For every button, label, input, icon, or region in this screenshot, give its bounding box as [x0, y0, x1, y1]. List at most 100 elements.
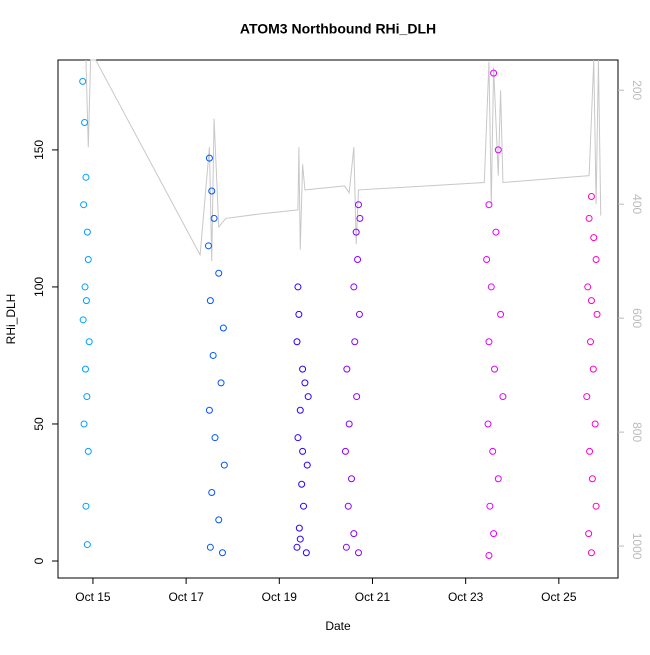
- point: [585, 530, 593, 538]
- point: [584, 283, 592, 291]
- point: [583, 393, 591, 401]
- x-tick-label: Oct 15: [75, 590, 111, 604]
- x-tick-label: Oct 23: [448, 590, 484, 604]
- point: [293, 338, 301, 346]
- y-tick-label: 100: [32, 277, 46, 297]
- point: [345, 420, 353, 428]
- point: [587, 192, 595, 200]
- point: [85, 338, 93, 346]
- point: [80, 420, 88, 428]
- point: [83, 541, 91, 549]
- point: [343, 365, 351, 373]
- point: [205, 406, 213, 414]
- x-tick-label: Oct 17: [168, 590, 204, 604]
- point: [79, 77, 87, 85]
- point: [485, 338, 493, 346]
- point: [210, 214, 218, 222]
- point: [354, 256, 362, 264]
- point: [491, 365, 499, 373]
- point: [494, 146, 502, 154]
- point: [485, 201, 493, 209]
- point: [81, 283, 89, 291]
- point: [83, 228, 91, 236]
- point: [219, 324, 227, 332]
- y2-tick-label: 1000: [630, 533, 644, 560]
- point: [81, 118, 89, 126]
- point: [591, 420, 599, 428]
- point: [215, 516, 223, 524]
- y-tick-label: 150: [32, 140, 46, 160]
- point: [302, 549, 310, 557]
- point: [344, 502, 352, 510]
- y2-tick-label: 400: [630, 194, 644, 214]
- point: [485, 552, 493, 560]
- point: [589, 365, 597, 373]
- point: [354, 201, 362, 209]
- point: [590, 234, 598, 242]
- point: [587, 338, 595, 346]
- point: [587, 549, 595, 557]
- y2-tick-label: 800: [630, 422, 644, 442]
- point: [490, 530, 498, 538]
- point: [586, 447, 594, 455]
- point: [585, 214, 593, 222]
- point: [82, 502, 90, 510]
- point: [300, 502, 308, 510]
- line: [85, 59, 602, 262]
- point: [303, 461, 311, 469]
- point: [84, 447, 92, 455]
- point: [351, 338, 359, 346]
- point: [350, 530, 358, 538]
- point: [215, 269, 223, 277]
- point: [209, 351, 217, 359]
- point: [355, 310, 363, 318]
- point: [83, 393, 91, 401]
- point: [206, 297, 214, 305]
- point: [487, 283, 495, 291]
- chart-title: ATOM3 Northbound RHi_DLH: [240, 21, 436, 37]
- point: [342, 543, 350, 551]
- point: [587, 297, 595, 305]
- point: [301, 379, 309, 387]
- point: [299, 447, 307, 455]
- point: [208, 187, 216, 195]
- plot-frame: [57, 59, 619, 579]
- point: [494, 475, 502, 483]
- point: [490, 69, 498, 77]
- point: [296, 535, 304, 543]
- point: [220, 461, 228, 469]
- point: [84, 256, 92, 264]
- y-axis-label: RHi_DLH: [4, 294, 18, 345]
- point: [211, 434, 219, 442]
- point: [499, 393, 507, 401]
- point: [294, 434, 302, 442]
- x-tick-label: Oct 25: [541, 590, 577, 604]
- point: [82, 297, 90, 305]
- point: [348, 475, 356, 483]
- point: [497, 310, 505, 318]
- point: [489, 447, 497, 455]
- x-tick-label: Oct 19: [262, 590, 298, 604]
- point: [293, 543, 301, 551]
- point: [592, 502, 600, 510]
- point: [298, 480, 306, 488]
- point: [295, 310, 303, 318]
- point: [79, 316, 87, 324]
- point: [350, 283, 358, 291]
- point: [208, 488, 216, 496]
- point: [483, 256, 491, 264]
- point: [204, 242, 212, 250]
- point: [484, 420, 492, 428]
- y-tick-label: 0: [32, 557, 46, 564]
- point: [352, 228, 360, 236]
- point: [492, 228, 500, 236]
- point: [295, 524, 303, 532]
- point: [206, 543, 214, 551]
- point: [294, 283, 302, 291]
- point: [296, 406, 304, 414]
- y-tick-label: 50: [32, 417, 46, 431]
- point: [593, 310, 601, 318]
- point: [218, 549, 226, 557]
